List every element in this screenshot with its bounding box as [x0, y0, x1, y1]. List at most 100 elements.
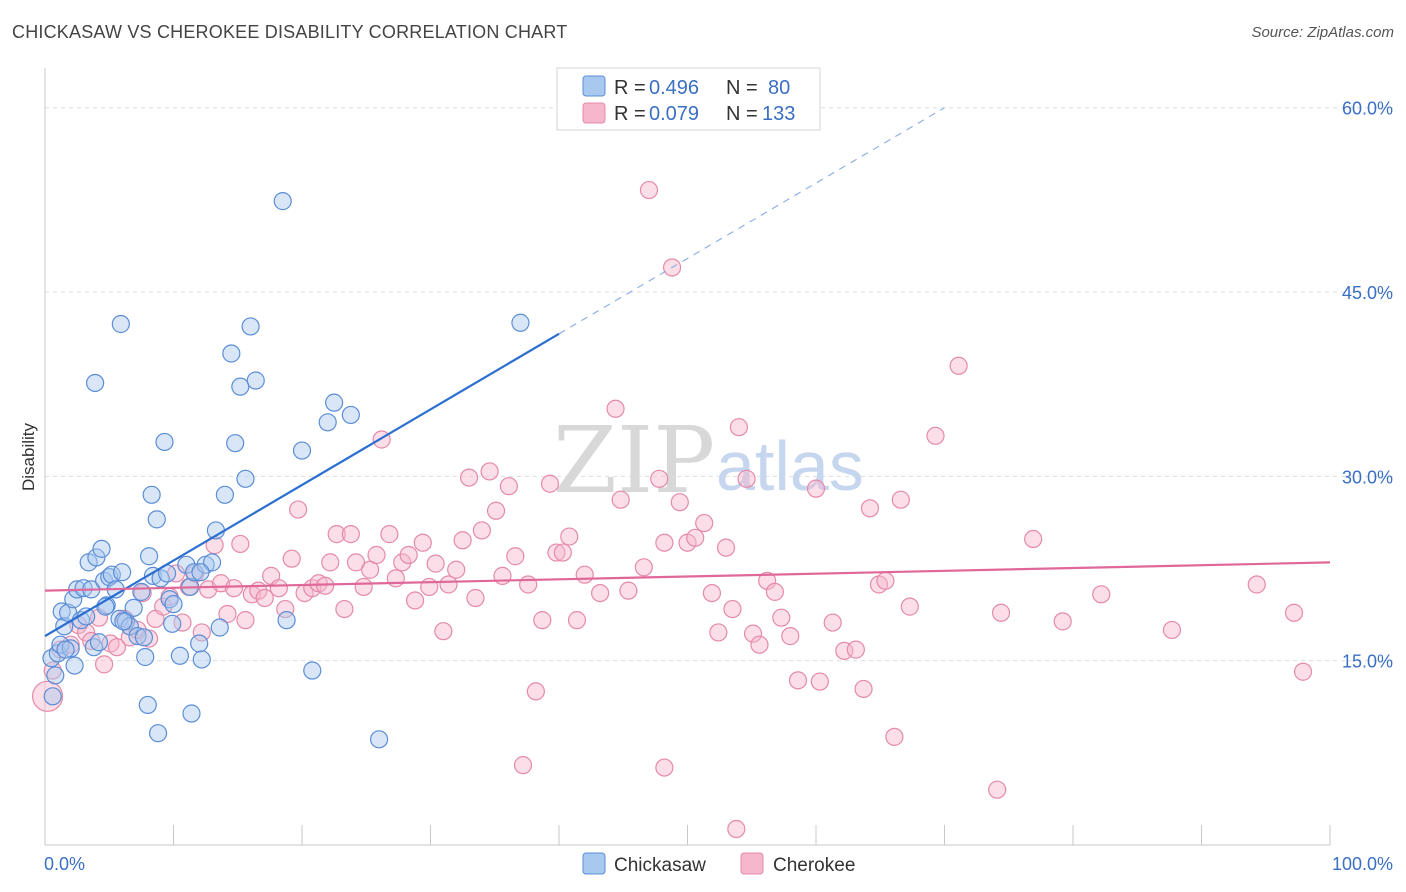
cherokee-point [750, 635, 769, 654]
cherokee-point [399, 545, 418, 565]
cherokee-point [31, 680, 64, 712]
chickasaw-point [112, 563, 132, 582]
cherokee-point [560, 527, 579, 546]
chickasaw-point [89, 633, 109, 652]
y-tick-label: 30.0% [1342, 467, 1393, 487]
chickasaw-point [51, 635, 70, 654]
legend-chickasaw-swatch [582, 852, 606, 875]
cherokee-point [493, 566, 512, 585]
cherokee-point [670, 493, 689, 512]
cherokee-point [513, 756, 533, 775]
legend-n-label-1: N = [726, 77, 758, 99]
chickasaw-point [191, 563, 210, 582]
cherokee-point [823, 613, 842, 632]
chickasaw-point [273, 192, 292, 211]
cherokee-point [218, 604, 237, 624]
y-tick-label: 60.0% [1342, 99, 1393, 119]
cherokee-point [486, 501, 506, 520]
cherokee-point [533, 611, 552, 630]
legend-n-label-2: N = [726, 103, 758, 125]
cherokee-point [567, 611, 587, 630]
cherokee-swatch [582, 102, 606, 124]
chickasaw-point [277, 611, 296, 630]
watermark-zip: ZIP [553, 407, 715, 514]
chickasaw-point [92, 539, 111, 558]
chickasaw-point [226, 434, 245, 453]
cherokee-point [686, 528, 705, 547]
cherokee-point [107, 638, 127, 657]
chickasaw-point [124, 598, 143, 617]
x-tick-label: 100.0% [1332, 854, 1393, 874]
chickasaw-point [241, 317, 260, 336]
cherokee-point [575, 565, 594, 584]
cherokee-point [380, 525, 399, 544]
cherokee-point [716, 538, 736, 557]
cherokee-point [606, 399, 625, 418]
chickasaw-point [114, 612, 133, 631]
chickasaw-point [341, 405, 360, 425]
legend-r-label-2: R = [614, 103, 646, 125]
legend-r-value-2: 0.079 [649, 103, 699, 125]
cherokee-point [854, 679, 873, 699]
chickasaw-point [147, 510, 166, 529]
chickasaw-point [155, 432, 174, 452]
cherokee-point [269, 579, 288, 598]
cherokee-point [655, 533, 674, 552]
chickasaw-point [84, 638, 103, 657]
cherokee-point [885, 727, 904, 746]
chickasaw-trend-extension [558, 107, 945, 335]
cherokee-point [289, 500, 308, 519]
cherokee-point [695, 513, 714, 533]
cherokee-point [650, 469, 669, 488]
y-axis-title: Disability [19, 422, 38, 491]
chickasaw-point [231, 377, 250, 396]
chickasaw-point [134, 628, 154, 647]
cherokee-point [439, 575, 458, 594]
chickasaw-point [87, 548, 106, 567]
cherokee-point [743, 624, 763, 643]
chickasaw-point [136, 647, 155, 667]
cherokee-point [1293, 662, 1313, 681]
cherokee-point [846, 640, 865, 659]
cherokee-point [900, 597, 919, 616]
cherokee-point [639, 180, 659, 200]
chickasaw-point [43, 687, 62, 706]
cherokee-point [386, 569, 405, 588]
chickasaw-point [325, 393, 344, 412]
chickasaw-point [318, 413, 337, 432]
cherokee-point [1053, 612, 1072, 631]
chickasaw-trend-line [44, 332, 560, 638]
cherokee-point [547, 543, 566, 562]
chickasaw-point [246, 371, 265, 390]
cherokee-point [453, 531, 472, 550]
chickasaw-point [163, 614, 182, 633]
cherokee-point [480, 462, 499, 481]
cherokee-point [591, 583, 610, 603]
cherokee-point [926, 426, 945, 445]
cherokee-point [655, 758, 674, 777]
watermark: ZIP atlas [553, 407, 864, 514]
cherokee-point [434, 622, 453, 641]
cherokee-point [1247, 575, 1266, 594]
cherokee-point [519, 575, 538, 594]
chickasaw-point [138, 695, 157, 715]
chickasaw-point [128, 627, 147, 646]
legend-cherokee-label: Cherokee [773, 855, 855, 876]
cherokee-point [709, 623, 728, 642]
axes [44, 68, 1331, 846]
cherokee-point [765, 582, 784, 601]
x-tick-label: 0.0% [44, 854, 85, 874]
chickasaw-point [170, 646, 190, 665]
trend-lines [44, 107, 1331, 638]
chickasaw-point [65, 656, 84, 675]
cherokee-point [346, 553, 366, 572]
cherokee-point [991, 603, 1011, 622]
cherokee-point [1284, 603, 1304, 622]
cherokee-point [354, 577, 373, 597]
series-legend: Chickasaw Cherokee [582, 852, 855, 876]
cherokee-point [1024, 529, 1043, 549]
chickasaw-point [164, 595, 183, 614]
cherokee-point [723, 599, 742, 619]
chickasaw-point [177, 555, 196, 574]
